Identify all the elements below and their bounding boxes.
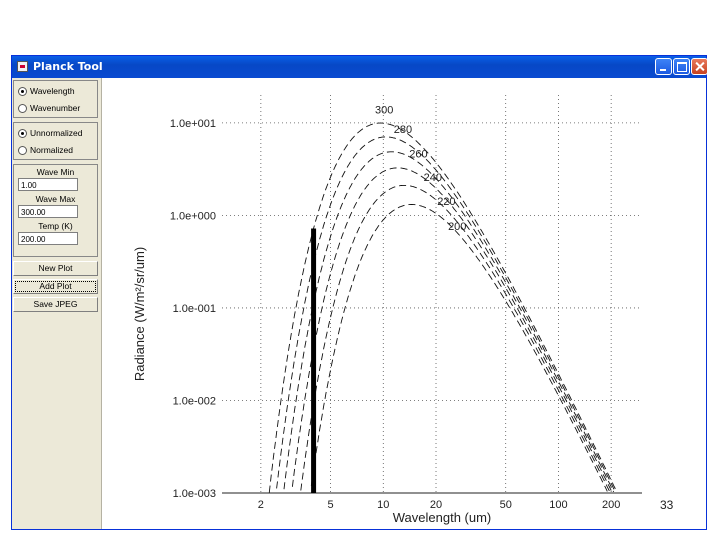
radio-label: Wavelength: [30, 86, 75, 96]
radio-wavelength[interactable]: Wavelength: [18, 86, 75, 97]
mode-group: Wavelength Wavenumber: [13, 80, 98, 118]
series-line-200: [310, 204, 608, 492]
plot-area: 2 5 10 20 50 100 200 1.0e+001 1.0e+000 1.0e-001 1.…: [102, 78, 706, 529]
radio-normalized[interactable]: Normalized: [18, 145, 73, 156]
wave-min-input[interactable]: 1.00: [18, 178, 78, 191]
page-number: 33: [660, 498, 674, 512]
series-label: 280: [394, 124, 412, 136]
wave-min-label: Wave Min: [36, 167, 75, 177]
radio-unselected-icon: [18, 104, 27, 114]
parameters-group: Wave Min 1.00 Wave Max 300.00 Temp (K) 2…: [13, 164, 98, 257]
control-panel: Wavelength Wavenumber Unnormalized Norma…: [12, 78, 102, 529]
y-tick-label: 1.0e+001: [170, 118, 216, 130]
radio-wavenumber[interactable]: Wavenumber: [18, 103, 81, 114]
series-label: 300: [375, 105, 393, 117]
x-tick-label: 10: [377, 499, 389, 511]
add-plot-button[interactable]: Add Plot: [13, 279, 98, 294]
radio-selected-icon: [18, 129, 27, 139]
series-line-260: [283, 151, 615, 493]
save-jpeg-button[interactable]: Save JPEG: [13, 297, 98, 312]
radio-label: Unnormalized: [30, 128, 83, 138]
planck-tool-window: Planck Tool Wavelength Wavenumber Unnorm…: [11, 55, 708, 530]
temp-label: Temp (K): [38, 221, 73, 231]
title-bar[interactable]: Planck Tool: [12, 56, 708, 78]
radio-selected-icon: [18, 87, 27, 97]
y-tick-label: 1.0e+000: [170, 210, 216, 222]
series-line-280: [276, 136, 617, 494]
x-tick-label: 2: [258, 499, 264, 511]
temp-input[interactable]: 200.00: [18, 232, 78, 245]
wave-max-input[interactable]: 300.00: [18, 205, 78, 218]
radio-label: Wavenumber: [30, 103, 81, 113]
close-button[interactable]: [691, 58, 708, 75]
scale-group: Unnormalized Normalized: [13, 122, 98, 160]
series-label: 220: [437, 196, 455, 208]
x-tick-label: 5: [327, 499, 333, 511]
x-axis-label: Wavelength (um): [393, 510, 492, 525]
planck-chart: 2 5 10 20 50 100 200 1.0e+001 1.0e+000 1.0e-001 1.…: [132, 95, 642, 525]
y-tick-label: 1.0e-003: [173, 488, 216, 500]
y-tick-label: 1.0e-001: [173, 303, 216, 315]
app-icon: [17, 61, 28, 72]
x-tick-label: 100: [549, 499, 567, 511]
radio-label: Normalized: [30, 145, 73, 155]
y-axis-label: Radiance (W/m²/sr/um): [132, 247, 147, 381]
series-line-220: [300, 184, 610, 492]
x-tick-label: 50: [500, 499, 512, 511]
series-label: 260: [409, 149, 427, 161]
series-line-300: [268, 122, 618, 493]
radio-unselected-icon: [18, 146, 27, 156]
radio-unnormalized[interactable]: Unnormalized: [18, 128, 83, 139]
window-title: Planck Tool: [33, 60, 103, 73]
x-tick-label: 200: [602, 499, 620, 511]
series-label: 240: [424, 172, 442, 184]
new-plot-button[interactable]: New Plot: [13, 261, 98, 276]
minimize-button[interactable]: [655, 58, 672, 75]
series-label: 200: [448, 221, 466, 233]
maximize-button[interactable]: [673, 58, 690, 75]
y-tick-label: 1.0e-002: [173, 395, 216, 407]
wave-max-label: Wave Max: [35, 194, 76, 204]
series-line-240: [291, 167, 613, 492]
x-tick-label: 20: [430, 499, 442, 511]
